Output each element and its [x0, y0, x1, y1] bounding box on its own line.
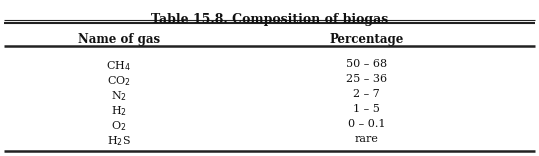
- Text: Percentage: Percentage: [329, 33, 404, 46]
- Text: 1 – 5: 1 – 5: [353, 104, 380, 114]
- Text: H$_2$: H$_2$: [110, 104, 127, 118]
- Text: Table 15.8. Composition of biogas: Table 15.8. Composition of biogas: [151, 13, 388, 26]
- Text: Name of gas: Name of gas: [78, 33, 160, 46]
- Text: 25 – 36: 25 – 36: [346, 74, 387, 84]
- Text: rare: rare: [355, 134, 378, 144]
- Text: CO$_2$: CO$_2$: [107, 74, 130, 88]
- Text: O$_2$: O$_2$: [111, 119, 126, 133]
- Text: N$_2$: N$_2$: [110, 89, 127, 103]
- Text: H$_2$S: H$_2$S: [107, 134, 130, 148]
- Text: 0 – 0.1: 0 – 0.1: [348, 119, 385, 129]
- Text: 2 – 7: 2 – 7: [353, 89, 380, 99]
- Text: 50 – 68: 50 – 68: [346, 59, 387, 69]
- Text: CH$_4$: CH$_4$: [106, 59, 131, 73]
